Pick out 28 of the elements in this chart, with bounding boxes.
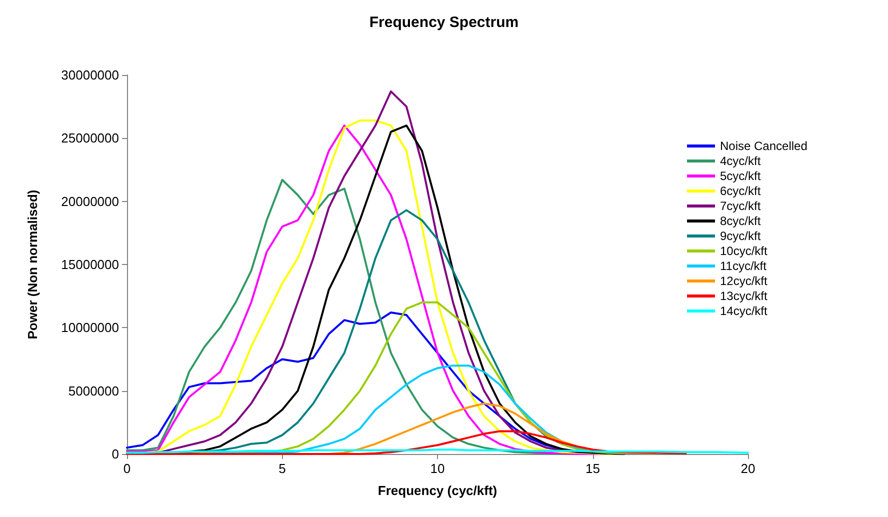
y-tick-label: 5000000 [68, 383, 119, 398]
legend-label: 6cyc/kft [720, 184, 762, 198]
y-tick-label: 15000000 [61, 257, 119, 272]
legend-label: 5cyc/kft [720, 169, 762, 183]
y-tick-label: 10000000 [61, 320, 119, 336]
legend-label: 7cyc/kft [720, 199, 762, 213]
chart-title: Frequency Spectrum [369, 14, 519, 31]
x-tick-label: 0 [123, 461, 131, 476]
line-series [126, 430, 687, 455]
y-tick-label: 30000000 [61, 68, 119, 82]
y-tick-label: 0 [112, 446, 119, 462]
legend-label: Noise Cancelled [720, 139, 808, 153]
legend-label: 12cyc/kft [720, 274, 768, 288]
y-tick-label: 20000000 [61, 194, 119, 209]
x-axis-title: Frequency (cyc/kft) [378, 483, 498, 498]
legend-label: 4cyc/kft [720, 154, 762, 168]
x-tick-label: 5 [278, 461, 286, 476]
legend-label: 10cyc/kft [720, 244, 768, 258]
y-axis-title: Power (Non normalised) [25, 190, 40, 340]
legend-label: 11cyc/kft [720, 259, 768, 273]
legend-label: 13cyc/kft [720, 289, 768, 303]
legend-label: 14cyc/kft [720, 304, 768, 318]
y-tick-label: 25000000 [61, 130, 119, 146]
legend-label: 8cyc/kft [720, 214, 762, 228]
x-tick-label: 10 [430, 461, 445, 476]
legend-label: 9cyc/kft [720, 229, 762, 243]
x-tick-label: 15 [586, 461, 600, 476]
x-tick-label: 20 [740, 461, 756, 476]
